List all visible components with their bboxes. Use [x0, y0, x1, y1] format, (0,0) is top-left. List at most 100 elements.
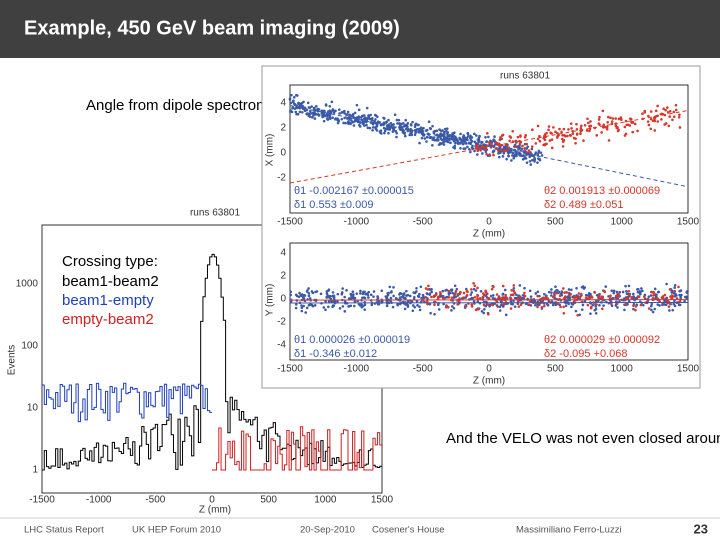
scatter-point	[355, 292, 359, 295]
scatter-point	[678, 126, 682, 129]
y-tick-label: 1	[32, 465, 38, 476]
scatter-point	[670, 294, 674, 297]
scatter-point	[331, 291, 335, 294]
scatter-point	[288, 98, 292, 101]
scatter-point	[307, 303, 311, 307]
scatter-point	[598, 123, 601, 126]
scatter-point	[492, 144, 496, 148]
scatter-point	[563, 296, 567, 299]
scatter-point	[674, 108, 678, 112]
x-tick-label: 500	[547, 217, 564, 228]
scatter-point	[305, 108, 309, 112]
scatter-point	[424, 129, 428, 132]
scatter-point	[528, 289, 532, 293]
scatter-point	[314, 109, 317, 112]
scatter-point	[306, 101, 310, 105]
plot-title: runs 63801	[500, 71, 550, 82]
scatter-point	[624, 302, 628, 306]
scatter-point	[388, 285, 392, 289]
scatter-point	[575, 127, 579, 131]
scatter-point	[600, 131, 603, 134]
scatter-point	[310, 116, 314, 119]
scatter-point	[534, 292, 538, 295]
scatter-point	[605, 127, 609, 131]
scatter-point	[477, 136, 481, 139]
scatter-point	[353, 300, 357, 303]
scatter-point	[365, 123, 368, 127]
scatter-point	[562, 139, 566, 142]
scatter-point	[425, 135, 429, 139]
scatter-point	[328, 116, 332, 120]
scatter-point	[362, 114, 366, 117]
scatter-point	[640, 287, 643, 290]
scatter-point	[558, 127, 561, 131]
scatter-point	[578, 313, 581, 317]
scatter-point	[600, 295, 604, 299]
scatter-point	[479, 149, 482, 152]
scatter-point	[451, 305, 454, 308]
scatter-point	[614, 117, 618, 120]
scatter-point	[336, 117, 339, 120]
scatter-point	[315, 290, 319, 293]
x-tick-label: -1000	[86, 495, 112, 506]
scatter-point	[562, 133, 566, 137]
y-axis-label: Y (mm)	[265, 284, 276, 317]
scatter-point	[338, 112, 341, 115]
scatter-point	[417, 123, 420, 127]
scatter-point	[424, 287, 428, 290]
scatter-point	[473, 295, 477, 299]
scatter-point	[433, 303, 436, 307]
footer-text: Cosener's House	[372, 525, 445, 536]
scatter-point	[473, 132, 476, 136]
scatter-point	[352, 304, 356, 308]
scatter-point	[418, 308, 422, 312]
scatter-point	[298, 291, 301, 295]
x-tick-label: 1500	[677, 364, 700, 375]
y-axis-label: Events	[7, 345, 18, 376]
scatter-point	[398, 296, 402, 299]
scatter-point	[438, 141, 442, 145]
scatter-point	[331, 305, 334, 309]
scatter-point	[476, 153, 479, 156]
scatter-point	[378, 121, 381, 124]
scatter-point	[289, 101, 293, 105]
scatter-point	[330, 100, 334, 104]
scatter-point	[507, 146, 511, 150]
scatter-point	[529, 151, 532, 154]
scatter-point	[327, 300, 331, 303]
scatter-point	[385, 297, 388, 300]
scatter-point	[528, 303, 531, 307]
scatter-point	[300, 294, 303, 298]
scatter-point	[345, 289, 348, 292]
histogram-step	[212, 426, 382, 471]
scatter-point	[642, 295, 646, 298]
scatter-point	[402, 121, 405, 125]
scatter-point	[594, 311, 598, 315]
scatter-point	[387, 118, 390, 122]
scatter-point	[509, 293, 513, 297]
scatter-point	[357, 302, 361, 306]
scatter-point	[470, 303, 474, 306]
scatter-point	[586, 117, 589, 121]
scatter-point	[292, 99, 295, 103]
scatter-point	[473, 140, 477, 144]
scatter-point	[525, 153, 528, 157]
scatter-point	[549, 131, 552, 135]
scatter-point	[497, 155, 501, 159]
scatter-point	[580, 124, 583, 128]
scatter-point	[575, 286, 578, 290]
x-panel-frame	[289, 84, 689, 214]
scatter-point	[658, 304, 661, 307]
scatter-point	[574, 309, 578, 313]
scatter-point	[673, 304, 677, 308]
scatter-point	[353, 296, 357, 300]
footer-text: UK HEP Forum 2010	[132, 525, 221, 536]
scatter-point	[536, 305, 539, 309]
scatter-point	[579, 132, 582, 136]
scatter-point	[483, 307, 486, 311]
scatter-point	[670, 291, 674, 294]
scatter-point	[595, 293, 599, 297]
scatter-point	[289, 293, 292, 297]
scatter-point	[561, 145, 565, 148]
